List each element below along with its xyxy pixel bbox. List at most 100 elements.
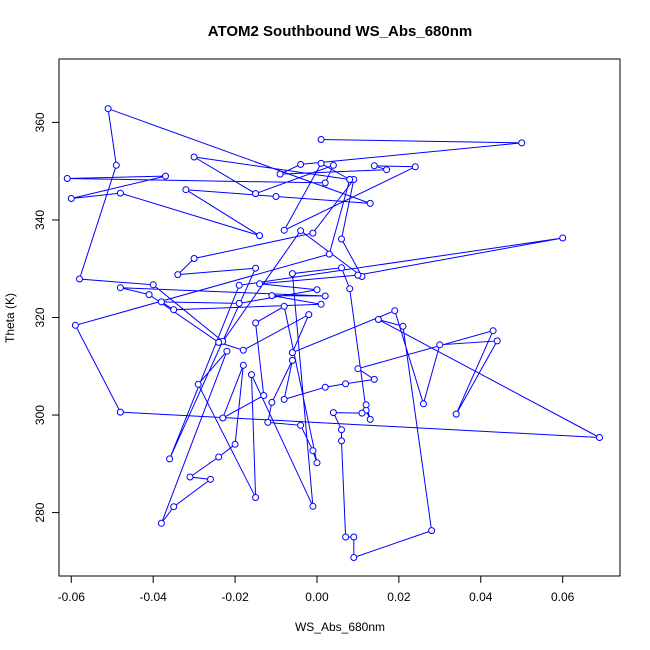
data-point	[116, 189, 124, 197]
data-point	[559, 234, 567, 242]
x-axis-label: WS_Abs_680nm	[295, 620, 385, 634]
x-axis: -0.06 -0.04 -0.02 0.00 0.02 0.04 0.06	[58, 575, 575, 604]
data-point	[235, 281, 243, 289]
data-point	[317, 300, 325, 308]
data-point	[272, 193, 280, 200]
data-point	[358, 409, 366, 417]
data-point	[112, 161, 120, 169]
data-point	[219, 414, 227, 422]
data-point	[370, 162, 378, 170]
data-point	[186, 473, 194, 481]
data-point	[280, 395, 288, 403]
data-point	[223, 347, 231, 355]
data-point	[116, 408, 124, 416]
data-point	[256, 280, 264, 288]
data-point	[157, 519, 165, 527]
data-point	[342, 380, 350, 388]
data-point	[235, 299, 243, 307]
data-point	[325, 250, 333, 258]
data-point	[280, 226, 288, 234]
y-tick-label: 360	[33, 112, 47, 132]
data-point	[436, 341, 444, 349]
data-point	[170, 503, 178, 511]
y-tick-label: 320	[33, 307, 47, 327]
data-point	[170, 306, 178, 314]
data-point	[145, 291, 153, 299]
data-point	[309, 229, 317, 237]
y-tick-label: 280	[33, 502, 47, 522]
data-point	[338, 264, 345, 272]
x-tick-label: 0.06	[551, 590, 575, 604]
data-point	[288, 356, 296, 364]
data-point	[248, 371, 255, 379]
data-point	[104, 105, 112, 113]
data-point	[366, 415, 374, 423]
data-point	[297, 421, 305, 429]
data-point	[276, 170, 284, 178]
data-point	[190, 153, 198, 161]
data-point	[194, 380, 202, 388]
data-point	[329, 161, 337, 169]
data-point	[288, 349, 296, 357]
data-point	[452, 410, 460, 418]
data-point	[207, 475, 214, 483]
data-point	[215, 453, 223, 461]
data-point	[596, 434, 603, 441]
data-point	[280, 302, 288, 310]
data-point	[174, 271, 182, 279]
series-line	[67, 107, 600, 559]
data-point	[309, 447, 317, 455]
data-point	[71, 321, 79, 329]
data-point	[305, 311, 313, 319]
data-point	[354, 365, 362, 373]
data-point	[493, 337, 501, 345]
series-layer	[63, 105, 603, 561]
data-point	[63, 175, 71, 182]
data-point	[370, 375, 378, 383]
data-point	[239, 361, 247, 369]
plot-frame	[58, 58, 621, 577]
y-tick-label: 340	[33, 210, 47, 230]
x-tick-label: 0.04	[469, 590, 493, 604]
data-point	[338, 437, 345, 445]
data-point	[329, 409, 337, 417]
data-point	[350, 554, 358, 561]
data-point	[411, 163, 419, 171]
x-tick-label: -0.04	[140, 590, 168, 604]
data-point	[309, 502, 317, 510]
data-point	[264, 418, 272, 426]
data-point	[362, 401, 370, 409]
data-point	[231, 440, 239, 448]
data-point	[239, 346, 247, 354]
data-point	[346, 285, 354, 293]
data-point	[252, 494, 260, 501]
data-point	[428, 527, 436, 535]
chart-title: ATOM2 Southbound WS_Abs_680nm	[208, 23, 472, 40]
data-point	[256, 232, 264, 240]
data-point	[338, 426, 345, 434]
data-point	[157, 298, 165, 306]
data-point	[313, 459, 321, 467]
data-point	[399, 322, 407, 330]
y-axis-label: Theta (K)	[3, 293, 17, 343]
data-point	[374, 316, 382, 323]
data-point	[518, 139, 526, 147]
data-point	[162, 172, 169, 180]
data-point	[350, 533, 358, 541]
data-point	[489, 327, 497, 335]
data-point	[76, 275, 83, 283]
data-point	[182, 186, 190, 194]
y-axis: 280 300 320 340 360	[33, 112, 60, 523]
data-point	[342, 533, 350, 541]
data-point	[297, 227, 305, 235]
data-point	[297, 160, 305, 168]
data-point	[166, 455, 174, 463]
data-point	[419, 400, 427, 408]
data-point	[252, 319, 260, 327]
data-point	[338, 235, 345, 243]
x-tick-label: 0.00	[305, 590, 329, 604]
data-point	[366, 199, 374, 207]
data-point	[268, 292, 276, 300]
data-point	[190, 255, 198, 262]
data-point	[317, 136, 325, 143]
